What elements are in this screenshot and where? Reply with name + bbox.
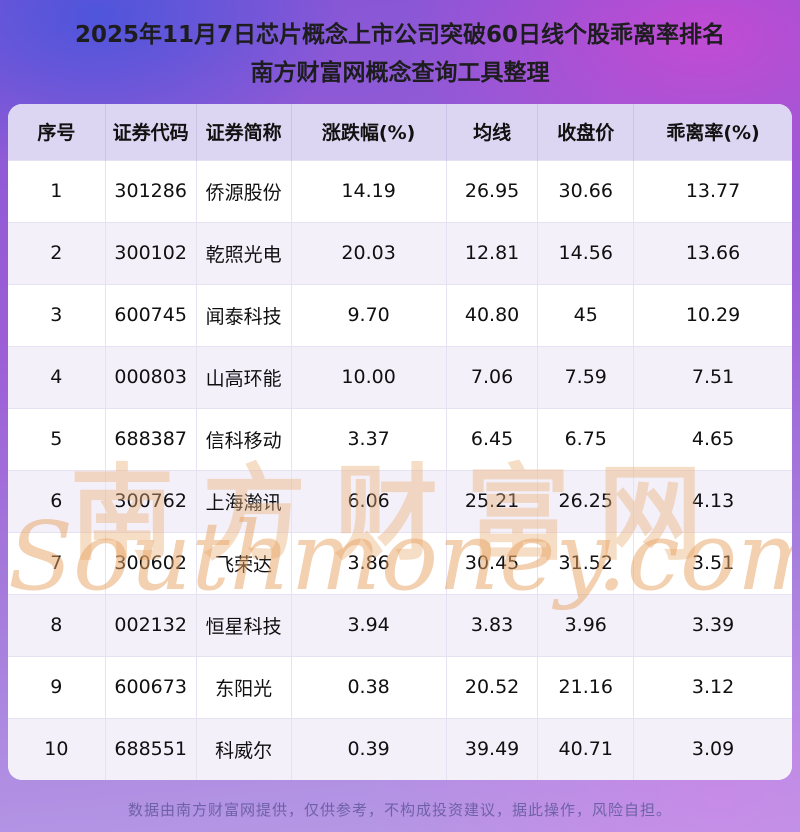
table-cell: 3.39 bbox=[633, 593, 792, 656]
table-cell: 20.03 bbox=[291, 221, 447, 284]
table-cell: 14.56 bbox=[537, 221, 635, 284]
table-row: 5 688387 信科移动 3.37 6.45 6.75 4.65 bbox=[8, 407, 792, 470]
table-row: 3 600745 闻泰科技 9.70 40.80 45 10.29 bbox=[8, 283, 792, 346]
table-cell: 300762 bbox=[105, 469, 197, 532]
table-cell: 3.09 bbox=[633, 717, 792, 780]
table-cell: 乾照光电 bbox=[196, 221, 292, 284]
table-cell: 3.12 bbox=[633, 655, 792, 718]
column-header: 序号 bbox=[8, 104, 106, 160]
table-card: 序号 证券代码 证券简称 涨跌幅(%) 均线 收盘价 乖离率(%) 1 301286 侨源股份 1… bbox=[8, 104, 792, 780]
table-cell: 6.45 bbox=[446, 407, 539, 470]
table-cell: 301286 bbox=[105, 159, 197, 222]
table-cell: 30.66 bbox=[537, 159, 635, 222]
table-cell: 科威尔 bbox=[196, 717, 292, 780]
page-title: 2025年11月7日芯片概念上市公司突破60日线个股乖离率排名 南方财富网概念查… bbox=[0, 0, 800, 92]
table-cell: 9.70 bbox=[291, 283, 447, 346]
table-row: 9 600673 东阳光 0.38 20.52 21.16 3.12 bbox=[8, 655, 792, 718]
column-header: 证券代码 bbox=[105, 104, 197, 160]
column-header: 乖离率(%) bbox=[633, 104, 792, 160]
table-cell: 侨源股份 bbox=[196, 159, 292, 222]
table-cell: 9 bbox=[8, 655, 106, 718]
table-cell: 7.51 bbox=[633, 345, 792, 408]
table-cell: 3.51 bbox=[633, 531, 792, 594]
table-cell: 40.80 bbox=[446, 283, 539, 346]
table-cell: 2 bbox=[8, 221, 106, 284]
table-body: 1 301286 侨源股份 14.19 26.95 30.66 13.77 2 300102 乾照… bbox=[8, 159, 792, 780]
table-cell: 东阳光 bbox=[196, 655, 292, 718]
table-cell: 飞荣达 bbox=[196, 531, 292, 594]
table-cell: 0.39 bbox=[291, 717, 447, 780]
table-cell: 4 bbox=[8, 345, 106, 408]
table-cell: 21.16 bbox=[537, 655, 635, 718]
footer-disclaimer: 数据由南方财富网提供，仅供参考，不构成投资建议，据此操作，风险自担。 bbox=[127, 801, 672, 819]
table-cell: 3.83 bbox=[446, 593, 539, 656]
table-cell: 13.66 bbox=[633, 221, 792, 284]
table-cell: 3.86 bbox=[291, 531, 447, 594]
table-cell: 31.52 bbox=[537, 531, 635, 594]
table-cell: 3.37 bbox=[291, 407, 447, 470]
table-cell: 45 bbox=[537, 283, 635, 346]
table-cell: 14.19 bbox=[291, 159, 447, 222]
table-row: 7 300602 飞荣达 3.86 30.45 31.52 3.51 bbox=[8, 531, 792, 594]
column-header: 证券简称 bbox=[196, 104, 292, 160]
table-cell: 300102 bbox=[105, 221, 197, 284]
column-header: 收盘价 bbox=[537, 104, 635, 160]
table-cell: 7.06 bbox=[446, 345, 539, 408]
table-cell: 6.75 bbox=[537, 407, 635, 470]
table-cell: 30.45 bbox=[446, 531, 539, 594]
table-cell: 8 bbox=[8, 593, 106, 656]
table-cell: 10.29 bbox=[633, 283, 792, 346]
table-row: 4 000803 山高环能 10.00 7.06 7.59 7.51 bbox=[8, 345, 792, 408]
table-cell: 39.49 bbox=[446, 717, 539, 780]
table-cell: 600673 bbox=[105, 655, 197, 718]
table-cell: 000803 bbox=[105, 345, 197, 408]
table-cell: 5 bbox=[8, 407, 106, 470]
table-cell: 3.94 bbox=[291, 593, 447, 656]
table-header-row: 序号 证券代码 证券简称 涨跌幅(%) 均线 收盘价 乖离率(%) bbox=[8, 104, 792, 160]
table-row: 10 688551 科威尔 0.39 39.49 40.71 3.09 bbox=[8, 717, 792, 780]
table-cell: 12.81 bbox=[446, 221, 539, 284]
column-header: 涨跌幅(%) bbox=[291, 104, 447, 160]
table-row: 1 301286 侨源股份 14.19 26.95 30.66 13.77 bbox=[8, 159, 792, 222]
table-cell: 信科移动 bbox=[196, 407, 292, 470]
table-cell: 688551 bbox=[105, 717, 197, 780]
table-cell: 山高环能 bbox=[196, 345, 292, 408]
table-cell: 4.13 bbox=[633, 469, 792, 532]
table-cell: 7 bbox=[8, 531, 106, 594]
table-cell: 40.71 bbox=[537, 717, 635, 780]
table-cell: 25.21 bbox=[446, 469, 539, 532]
title-line-1: 2025年11月7日芯片概念上市公司突破60日线个股乖离率排名 bbox=[74, 22, 726, 48]
table-cell: 688387 bbox=[105, 407, 197, 470]
table-row: 2 300102 乾照光电 20.03 12.81 14.56 13.66 bbox=[8, 221, 792, 284]
table-cell: 002132 bbox=[105, 593, 197, 656]
table-cell: 3.96 bbox=[537, 593, 635, 656]
column-header: 均线 bbox=[446, 104, 539, 160]
table-cell: 7.59 bbox=[537, 345, 635, 408]
data-table: 序号 证券代码 证券简称 涨跌幅(%) 均线 收盘价 乖离率(%) 1 301286 侨源股份 1… bbox=[8, 104, 792, 780]
table-cell: 恒星科技 bbox=[196, 593, 292, 656]
table-cell: 10.00 bbox=[291, 345, 447, 408]
table-cell: 6.06 bbox=[291, 469, 447, 532]
table-cell: 13.77 bbox=[633, 159, 792, 222]
table-cell: 6 bbox=[8, 469, 106, 532]
table-cell: 上海瀚讯 bbox=[196, 469, 292, 532]
table-cell: 10 bbox=[8, 717, 106, 780]
table-cell: 26.95 bbox=[446, 159, 539, 222]
table-row: 6 300762 上海瀚讯 6.06 25.21 26.25 4.13 bbox=[8, 469, 792, 532]
title-line-2: 南方财富网概念查询工具整理 bbox=[250, 60, 550, 86]
table-cell: 600745 bbox=[105, 283, 197, 346]
table-cell: 3 bbox=[8, 283, 106, 346]
table-cell: 26.25 bbox=[537, 469, 635, 532]
table-cell: 0.38 bbox=[291, 655, 447, 718]
table-cell: 1 bbox=[8, 159, 106, 222]
table-row: 8 002132 恒星科技 3.94 3.83 3.96 3.39 bbox=[8, 593, 792, 656]
table-cell: 闻泰科技 bbox=[196, 283, 292, 346]
table-cell: 20.52 bbox=[446, 655, 539, 718]
table-cell: 300602 bbox=[105, 531, 197, 594]
table-cell: 4.65 bbox=[633, 407, 792, 470]
